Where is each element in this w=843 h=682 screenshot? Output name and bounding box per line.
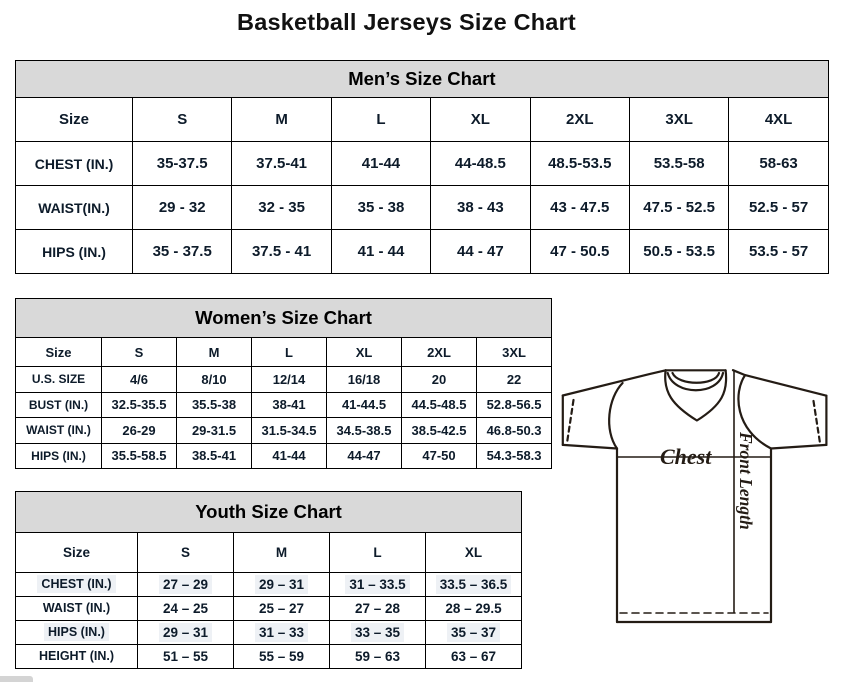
svg-text:Front Length: Front Length xyxy=(736,431,756,530)
svg-text:Chest: Chest xyxy=(660,444,712,469)
